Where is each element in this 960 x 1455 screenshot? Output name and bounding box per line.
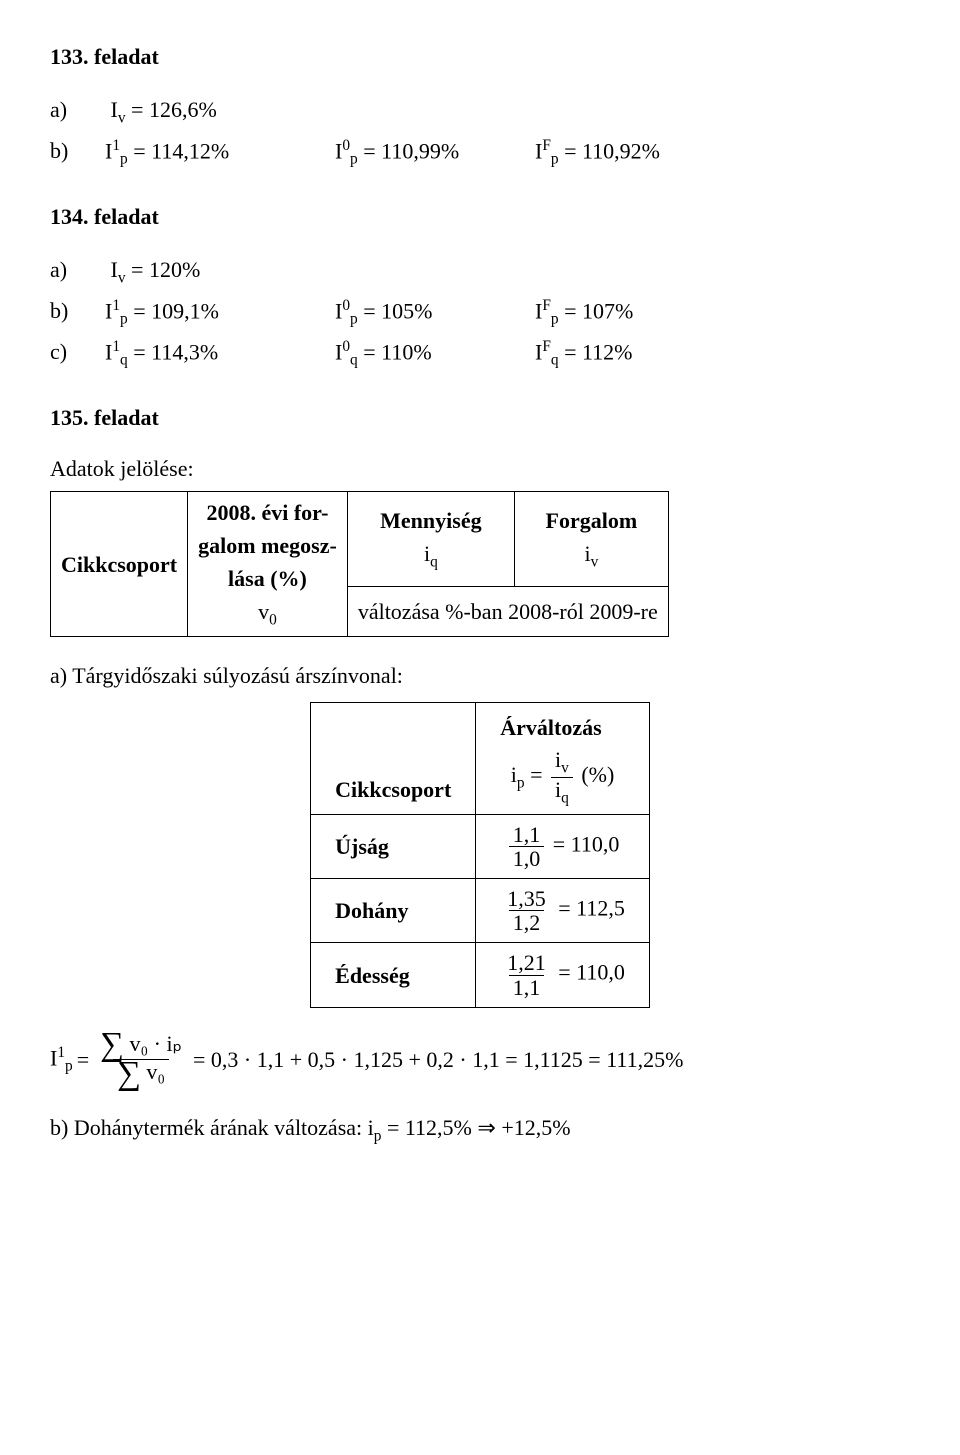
t135-b-line: b) Dohánytermék árának változása: ip = 1… bbox=[50, 1111, 910, 1148]
task-135-title: 135. feladat bbox=[50, 401, 910, 434]
row-name: Édesség bbox=[311, 943, 476, 1007]
task-133-title: 133. feladat bbox=[50, 40, 910, 73]
task-133: 133. feladat a) Iv = 126,6% b) I1p = 114… bbox=[50, 40, 910, 172]
rowhdr-cell: Cikkcsoport bbox=[51, 492, 188, 637]
table-row: Dohány 1,35 1,2 = 112,5 bbox=[311, 879, 650, 943]
ip-formula: ip = iv iq (%) bbox=[500, 748, 625, 806]
t135-lead: Adatok jelölése: bbox=[50, 452, 910, 485]
label-c: c) bbox=[50, 335, 105, 372]
row-calc: 1,21 1,1 = 110,0 bbox=[476, 943, 650, 1007]
sigma-icon: ∑ bbox=[117, 1061, 141, 1088]
table-row: Édesség 1,21 1,1 = 110,0 bbox=[311, 943, 650, 1007]
expr: Iv = 120% bbox=[111, 257, 201, 282]
t135-a-label: a) Tárgyidőszaki súlyozású árszínvonal: bbox=[50, 659, 910, 692]
cell: I0q = 110% bbox=[335, 335, 535, 372]
qty-cell: Mennyiség iq bbox=[347, 492, 514, 586]
table-row: Cikkcsoport 2008. évi for- galom megosz-… bbox=[51, 492, 669, 586]
cell: I0p = 110,99% bbox=[335, 134, 535, 171]
cell: IFq = 112% bbox=[535, 335, 735, 372]
row-name: Újság bbox=[311, 815, 476, 879]
row-calc: 1,1 1,0 = 110,0 bbox=[476, 815, 650, 879]
hdr-cikkcsoport: Cikkcsoport bbox=[311, 702, 476, 814]
label-a: a) bbox=[50, 253, 105, 286]
expr: Iv = 126,6% bbox=[111, 97, 217, 122]
task-135: 135. feladat Adatok jelölése: Cikkcsopor… bbox=[50, 401, 910, 1147]
rev-cell: Forgalom iv bbox=[514, 492, 668, 586]
cell: IFp = 110,92% bbox=[535, 134, 735, 171]
big-formula: I1p = ∑ v₀ · iₚ ∑ v₀ = 0,3 · 1,1 + 0,5 ·… bbox=[50, 1032, 910, 1088]
t134-line-b: b) I1p = 109,1% I0p = 105% IFp = 107% bbox=[50, 294, 735, 331]
row-name: Dohány bbox=[311, 879, 476, 943]
t133-line-b: b) I1p = 114,12% I0p = 110,99% IFp = 110… bbox=[50, 134, 735, 171]
cell: I1p = 109,1% bbox=[105, 294, 335, 331]
t134-line-c: c) I1q = 114,3% I0q = 110% IFq = 112% bbox=[50, 335, 735, 372]
row-calc: 1,35 1,2 = 112,5 bbox=[476, 879, 650, 943]
col1-cell: 2008. évi for- galom megosz- lása (%) v0 bbox=[188, 492, 348, 637]
cell: IFp = 107% bbox=[535, 294, 735, 331]
label-b: b) bbox=[50, 134, 105, 171]
table-row: Újság 1,1 1,0 = 110,0 bbox=[311, 815, 650, 879]
price-table-wrap: Cikkcsoport Árváltozás ip = iv iq (%) bbox=[50, 702, 910, 1008]
price-table: Cikkcsoport Árváltozás ip = iv iq (%) bbox=[310, 702, 650, 1008]
t133-line-a: a) Iv = 126,6% bbox=[50, 93, 910, 130]
label-a: a) bbox=[50, 93, 105, 126]
task-134-title: 134. feladat bbox=[50, 200, 910, 233]
label-b: b) bbox=[50, 294, 105, 331]
table-row: Cikkcsoport Árváltozás ip = iv iq (%) bbox=[311, 702, 650, 814]
task-134: 134. feladat a) Iv = 120% b) I1p = 109,1… bbox=[50, 200, 910, 373]
span-cell: változása %-ban 2008-ról 2009-re bbox=[347, 586, 668, 636]
cell: I1p = 114,12% bbox=[105, 134, 335, 171]
definition-table: Cikkcsoport 2008. évi for- galom megosz-… bbox=[50, 491, 669, 637]
cell: I1q = 114,3% bbox=[105, 335, 335, 372]
t134-line-a: a) Iv = 120% bbox=[50, 253, 910, 290]
cell: I0p = 105% bbox=[335, 294, 535, 331]
hdr-arvaltozas: Árváltozás ip = iv iq (%) bbox=[476, 702, 650, 814]
